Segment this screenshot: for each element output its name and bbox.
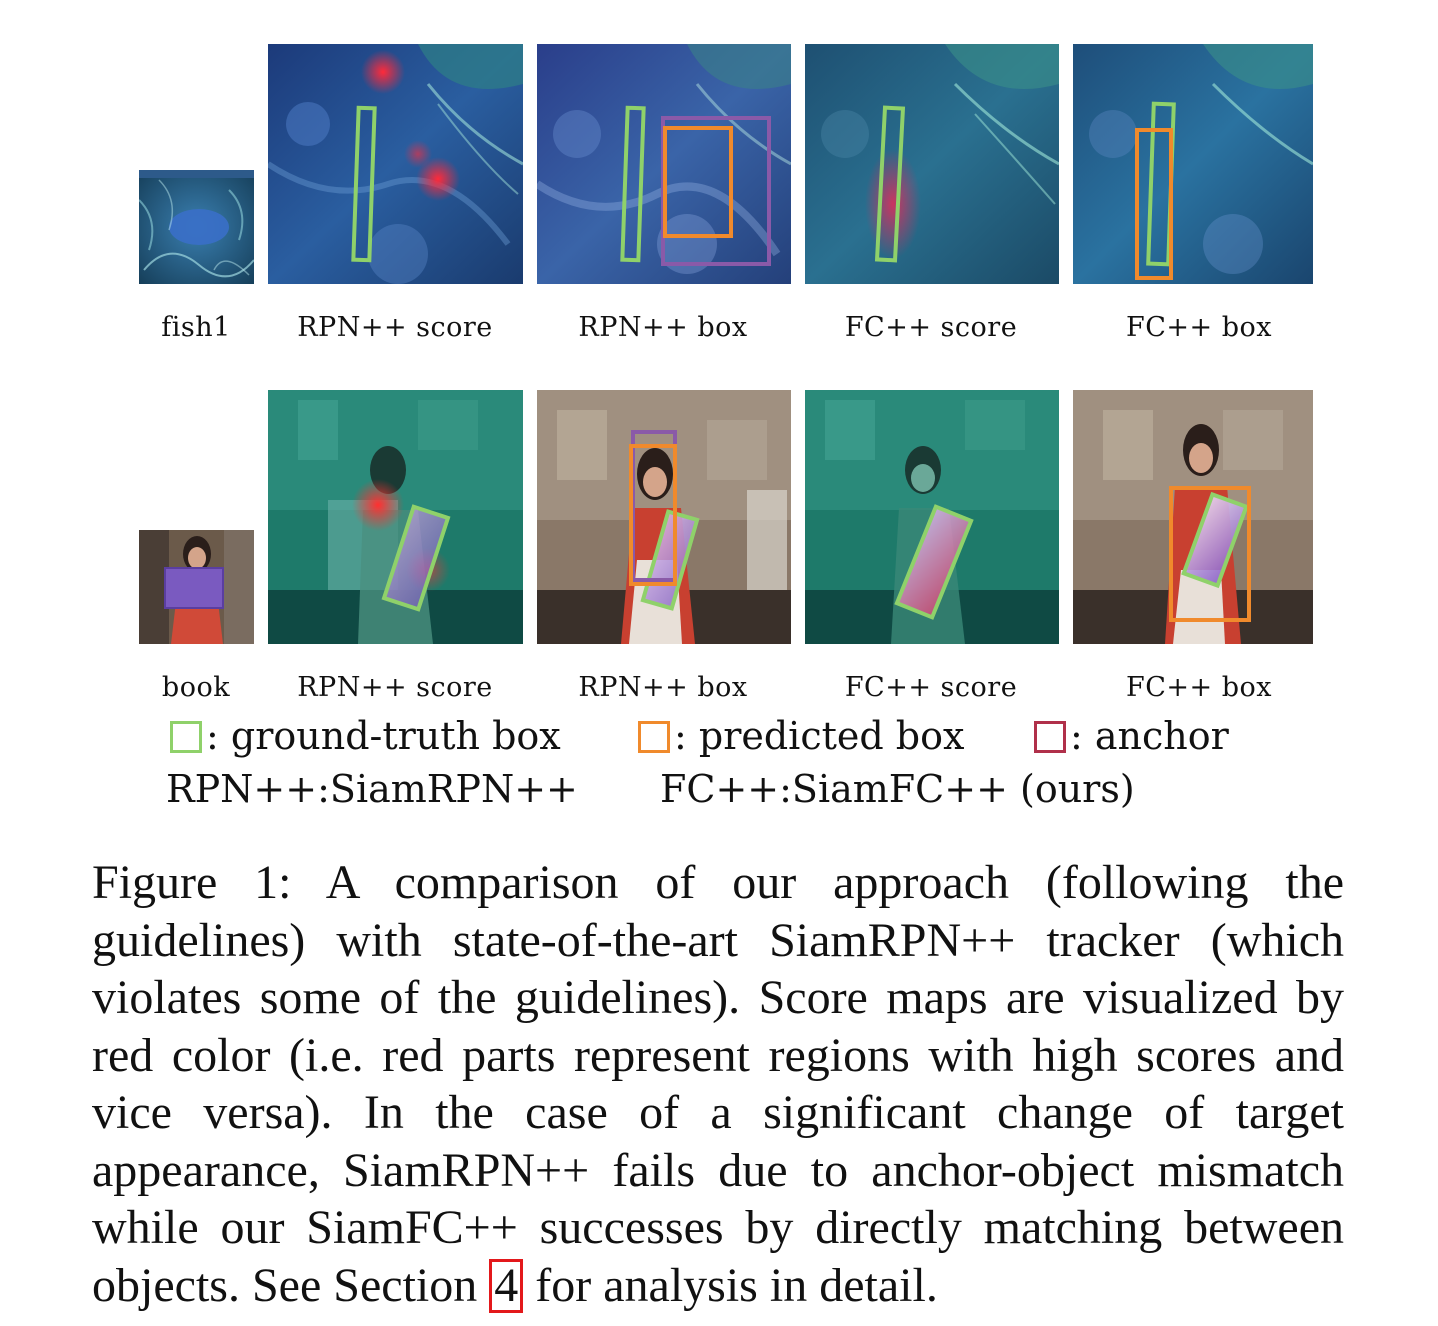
panel-label-rpn-box-book: RPN++ box — [578, 672, 748, 703]
fc-score-map-fish1 — [805, 44, 1059, 284]
ground-truth-swatch-icon — [170, 721, 202, 753]
abbrev-siamrpn: RPN++:SiamRPN++ — [166, 767, 578, 811]
rpn-box-book — [537, 390, 791, 644]
section-reference-link[interactable]: 4 — [489, 1258, 524, 1313]
anchor-swatch-icon — [1034, 721, 1066, 753]
panel-label-fc-box-book: FC++ box — [1126, 672, 1272, 703]
template-label-fish1: fish1 — [161, 312, 231, 343]
template-image-book — [139, 530, 254, 644]
rpn-box-fish1 — [537, 44, 791, 284]
fc-box-book — [1073, 390, 1313, 644]
panel-label-fc-score-fish1: FC++ score — [844, 312, 1018, 343]
abbrev-siamfc: FC++:SiamFC++ (ours) — [660, 767, 1135, 811]
rpn-score-map-fish1 — [268, 44, 523, 284]
rpn-score-map-book — [268, 390, 523, 644]
fc-score-map-book — [805, 390, 1059, 644]
predicted-swatch-icon — [638, 721, 670, 753]
caption-text-end: for analysis in detail. — [535, 1258, 938, 1312]
panel-label-fc-box-fish1: FC++ box — [1126, 312, 1272, 343]
template-image-fish1 — [139, 170, 254, 284]
legend-label-predicted: : predicted box — [674, 714, 965, 758]
panel-label-rpn-score-fish1: RPN++ score — [297, 312, 493, 343]
panel-label-rpn-score-book: RPN++ score — [297, 672, 493, 703]
legend-item-ground-truth: : ground-truth box — [170, 714, 561, 758]
legend: : ground-truth box : predicted box : anc… — [166, 714, 1316, 760]
figure-caption: Figure 1: A comparison of our approach (… — [92, 854, 1344, 1314]
panel-label-fc-score-book: FC++ score — [844, 672, 1018, 703]
legend-label-ground-truth: : ground-truth box — [206, 714, 561, 758]
legend-label-anchor: : anchor — [1070, 714, 1229, 758]
legend-abbreviations: RPN++:SiamRPN++ FC++:SiamFC++ (ours) — [166, 767, 1316, 813]
caption-text: Figure 1: A comparison of our approach (… — [92, 856, 1344, 1312]
template-label-book: book — [161, 672, 231, 703]
legend-item-anchor: : anchor — [1034, 714, 1229, 758]
legend-item-predicted: : predicted box — [638, 714, 964, 758]
fc-box-fish1 — [1073, 44, 1313, 284]
panel-label-rpn-box-fish1: RPN++ box — [578, 312, 748, 343]
